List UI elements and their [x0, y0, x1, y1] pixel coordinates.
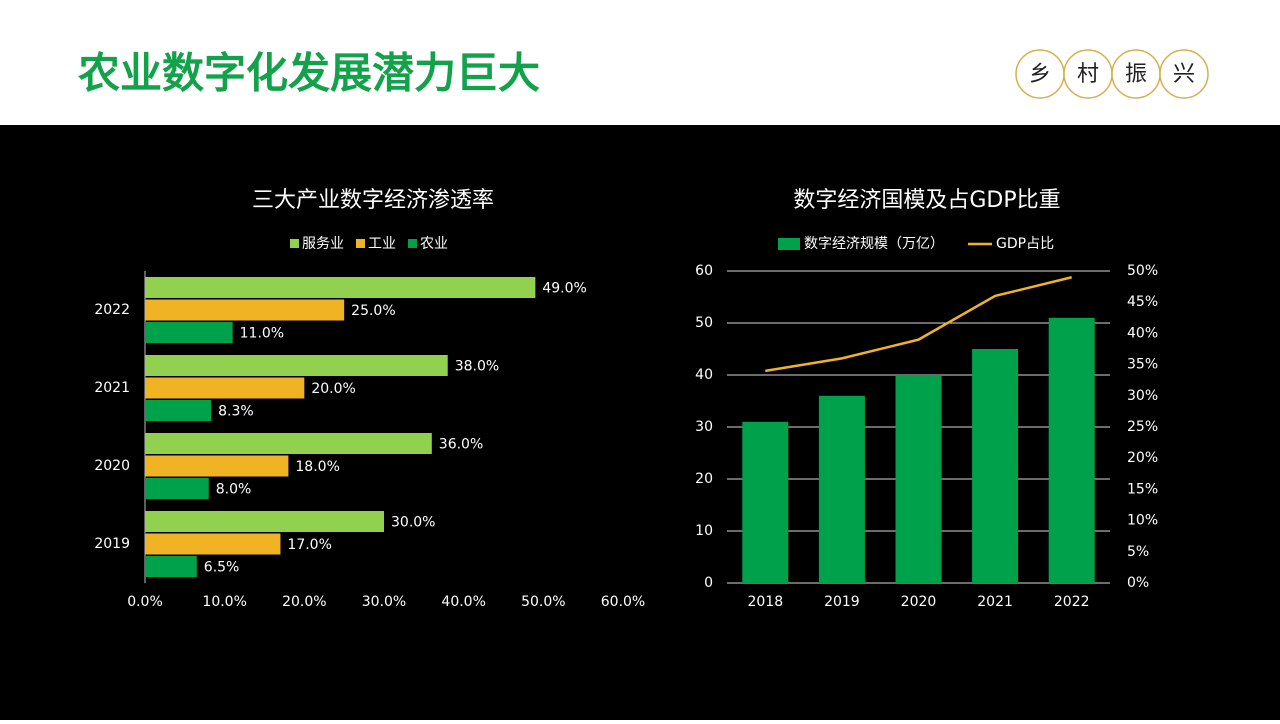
x-tick-label: 2022 [1054, 594, 1090, 610]
value-label: 38.0% [455, 359, 499, 375]
y-tick-label: 20 [695, 471, 713, 487]
y2-tick-label: 10% [1127, 513, 1158, 529]
y-tick-label: 10 [695, 523, 713, 539]
y-tick-label: 2021 [94, 380, 130, 396]
y-tick-label: 2019 [94, 536, 130, 552]
bar [145, 478, 209, 499]
value-label: 8.3% [218, 404, 254, 420]
badge-circle [1159, 49, 1209, 99]
badge: 乡村振兴 [1015, 49, 1209, 99]
y2-tick-label: 25% [1127, 419, 1158, 435]
y2-tick-label: 5% [1127, 544, 1149, 560]
value-label: 8.0% [216, 482, 252, 498]
bar [145, 511, 384, 532]
legend-label: 农业 [420, 236, 448, 252]
page-title: 农业数字化发展潜力巨大 [78, 49, 540, 98]
bar [742, 421, 789, 583]
legend-label: 工业 [368, 236, 396, 252]
y-tick-label: 50 [695, 315, 713, 331]
value-label: 25.0% [351, 303, 395, 319]
x-tick-label: 0.0% [127, 594, 163, 610]
bar [1048, 317, 1095, 583]
bar [972, 349, 1019, 583]
legend-label: 数字经济规模（万亿） [804, 236, 944, 252]
value-label: 49.0% [542, 281, 586, 297]
chart-title: 数字经济国模及占GDP比重 [793, 188, 1060, 213]
value-label: 17.0% [287, 537, 331, 553]
legend-swatch [356, 239, 365, 248]
y2-tick-label: 45% [1127, 294, 1158, 310]
bar [145, 533, 281, 555]
bar [145, 277, 536, 298]
bar [145, 556, 197, 577]
x-tick-label: 2019 [824, 594, 860, 610]
bar [145, 355, 448, 376]
badge-char: 振 [1125, 62, 1147, 87]
y-tick-label: 30 [695, 419, 713, 435]
x-tick-label: 40.0% [441, 594, 485, 610]
value-label: 18.0% [295, 459, 339, 475]
bar [145, 455, 289, 477]
legend-swatch [408, 239, 417, 248]
y2-tick-label: 0% [1127, 575, 1149, 591]
bar [145, 433, 432, 454]
value-label: 6.5% [204, 560, 240, 576]
x-tick-label: 10.0% [202, 594, 246, 610]
legend-label: GDP占比 [996, 236, 1054, 252]
y2-tick-label: 30% [1127, 388, 1158, 404]
y-tick-label: 60 [695, 263, 713, 279]
legend-label: 服务业 [302, 236, 344, 252]
x-tick-label: 2021 [977, 594, 1013, 610]
legend-swatch [290, 239, 299, 248]
y-tick-label: 2022 [94, 302, 130, 318]
bar [145, 400, 212, 421]
y-tick-label: 0 [704, 575, 713, 591]
value-label: 11.0% [240, 326, 284, 342]
y2-tick-label: 20% [1127, 450, 1158, 466]
x-tick-label: 20.0% [282, 594, 326, 610]
bar [145, 377, 305, 399]
bar [145, 322, 233, 343]
x-tick-label: 50.0% [521, 594, 565, 610]
x-tick-label: 30.0% [362, 594, 406, 610]
bar [895, 375, 942, 583]
badge-char: 兴 [1173, 62, 1195, 87]
line [765, 276, 1072, 373]
y-tick-label: 2020 [94, 458, 130, 474]
x-tick-label: 60.0% [601, 594, 645, 610]
y2-tick-label: 50% [1127, 263, 1158, 279]
legend-swatch [778, 238, 800, 250]
chart-title: 三大产业数字经济渗透率 [252, 188, 494, 213]
value-label: 36.0% [439, 437, 483, 453]
value-label: 20.0% [311, 381, 355, 397]
y2-tick-label: 35% [1127, 357, 1158, 373]
y2-tick-label: 40% [1127, 325, 1158, 341]
badge-char: 村 [1077, 62, 1099, 87]
x-tick-label: 2018 [747, 594, 783, 610]
bar [145, 299, 345, 321]
bar [818, 395, 865, 583]
y2-tick-label: 15% [1127, 481, 1158, 497]
badge-char: 乡 [1029, 62, 1051, 87]
x-tick-label: 2020 [901, 594, 937, 610]
value-label: 30.0% [391, 515, 435, 531]
y-tick-label: 40 [695, 367, 713, 383]
